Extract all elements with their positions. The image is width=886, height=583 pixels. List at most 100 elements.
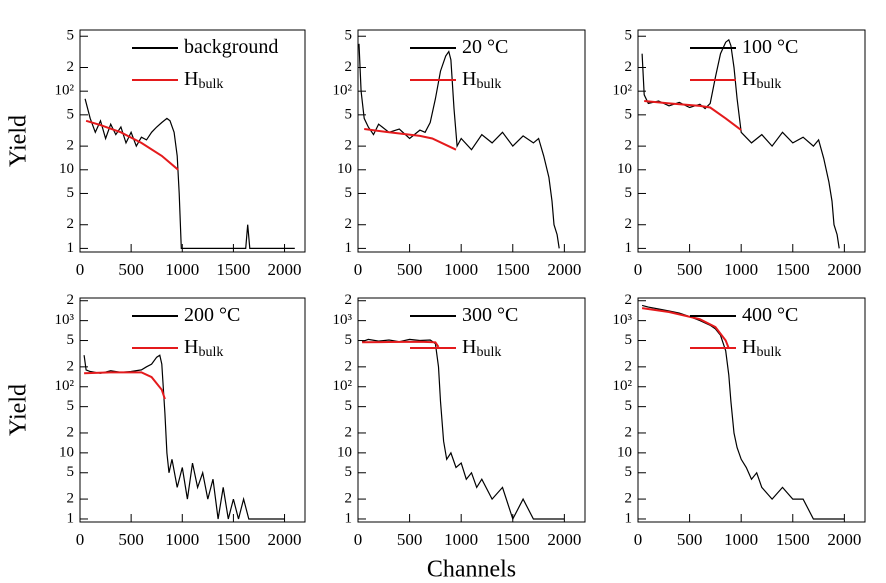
y-tick-label: 5: [67, 332, 75, 348]
x-tick-label: 500: [397, 530, 423, 549]
y-tick-label: 5: [345, 464, 353, 480]
legend-label: 20 °C: [462, 36, 508, 58]
legend-name: 200 °C: [184, 304, 240, 326]
y-tick-label: 5: [625, 464, 633, 480]
x-tick-label: 500: [397, 260, 423, 279]
y-tick-label: 10: [59, 444, 74, 460]
y-tick-label: 10²: [613, 378, 633, 394]
plot-frame: [357, 297, 586, 523]
y-tick-label: 5: [345, 398, 353, 414]
y-tick-label: 1: [345, 510, 353, 526]
y-tick-label: 10²: [333, 378, 353, 394]
legend-name: H: [462, 68, 476, 90]
panel: 1 2 5 10 2 5 10² 2 5 10³ 2 0 500 1000 1500 2000 300 °C Hb…: [333, 292, 586, 583]
legend-label: Hbulk: [184, 68, 223, 93]
series-line: [641, 38, 840, 249]
x-tick-label: 1000: [724, 530, 758, 549]
y-tick-label: 2: [625, 216, 633, 232]
y-tick-label: 10²: [333, 83, 353, 99]
legend-name: 400 °C: [742, 304, 798, 326]
legend-name: H: [742, 336, 756, 358]
series-group: [83, 354, 285, 520]
series-group: [641, 38, 840, 249]
legend-subscript: bulk: [476, 77, 501, 92]
legend-label: Hbulk: [462, 336, 501, 361]
y-tick-label: 5: [625, 398, 633, 414]
y-tick-label: 5: [625, 185, 633, 201]
y-tick-label: 2: [345, 358, 353, 374]
x-tick-label: 1000: [165, 530, 199, 549]
legend-subscript: bulk: [756, 345, 781, 360]
x-tick-label: 0: [634, 530, 643, 549]
legend-name: 300 °C: [462, 304, 518, 326]
y-tick-label: 2: [67, 59, 75, 75]
x-tick-label: 1500: [216, 260, 250, 279]
plot-frame: [79, 29, 306, 253]
y-tick-label: 2: [625, 358, 633, 374]
y-tick-label: 5: [67, 185, 75, 201]
x-tick-label: 2000: [547, 260, 581, 279]
x-tick-label: 1500: [776, 260, 810, 279]
x-tick-label: 1000: [444, 260, 478, 279]
y-tick-label: 1: [67, 240, 75, 256]
y-tick-label: 5: [67, 464, 75, 480]
y-tick-label: 10³: [333, 312, 353, 328]
x-tick-label: 0: [354, 530, 363, 549]
x-tick-label: 1000: [165, 260, 199, 279]
legend-name: background: [184, 36, 278, 58]
panel: 1 2 5 10 2 5 10² 2 5 0 500 1000 1500 2000 100 °C Hbulk: [613, 28, 866, 279]
y-tick-label: 2: [67, 138, 75, 154]
y-tick-label: 5: [345, 185, 353, 201]
y-tick-label: 10: [337, 444, 352, 460]
x-axis-label: Channels: [427, 557, 516, 583]
x-tick-label: 1000: [444, 530, 478, 549]
legend-name: 100 °C: [742, 36, 798, 58]
series-line: [362, 340, 440, 348]
y-tick-label: 10: [59, 161, 74, 177]
y-tick-label: 2: [67, 358, 75, 374]
series-group: [358, 43, 560, 249]
y-tick-label: 1: [345, 240, 353, 256]
y-tick-label: 2: [345, 138, 353, 154]
x-tick-label: 0: [354, 260, 363, 279]
y-tick-label: 10²: [55, 83, 75, 99]
y-tick-label: 10: [337, 161, 352, 177]
series-group: [84, 98, 295, 249]
plot-frame: [637, 297, 866, 523]
y-tick-label: 10: [617, 161, 632, 177]
series-line: [85, 119, 179, 171]
legend-name: H: [184, 336, 198, 358]
y-tick-label: 2: [67, 292, 75, 308]
series-line: [641, 307, 730, 349]
y-tick-label: 5: [67, 28, 75, 44]
panel: 1 2 5 10 2 5 10² 2 5 10³ 2 0 500 1000 1500 2000 400 °C Hb…: [613, 292, 866, 549]
plot-frame: [357, 29, 586, 253]
series-group: [361, 338, 565, 521]
x-tick-label: 0: [634, 260, 643, 279]
y-axis-label: Yield: [6, 115, 32, 167]
x-tick-label: 2000: [827, 530, 861, 549]
y-tick-label: 5: [625, 332, 633, 348]
y-tick-label: 10: [617, 444, 632, 460]
x-tick-label: 1500: [496, 260, 530, 279]
y-tick-label: 5: [345, 332, 353, 348]
x-tick-label: 1500: [776, 530, 810, 549]
y-tick-label: 5: [345, 106, 353, 122]
legend-subscript: bulk: [756, 77, 781, 92]
series-line: [358, 43, 560, 249]
legend-name: 20 °C: [462, 36, 508, 58]
panel: 1 2 5 10 2 5 10² 2 5 0 500 1000 1500 2000 background Hb…: [6, 28, 306, 279]
y-tick-label: 2: [625, 59, 633, 75]
legend-label: 300 °C: [462, 304, 518, 326]
plot-frame: [637, 29, 866, 253]
y-tick-label: 5: [67, 106, 75, 122]
panel: 1 2 5 10 2 5 10² 2 5 10³ 2 0 500 1000 1500 2000 200 °C Hb…: [6, 292, 306, 549]
x-tick-label: 2000: [268, 530, 302, 549]
legend-label: background: [184, 36, 278, 58]
x-tick-label: 2000: [547, 530, 581, 549]
x-tick-label: 1000: [724, 260, 758, 279]
y-tick-label: 2: [625, 138, 633, 154]
x-tick-label: 500: [677, 260, 703, 279]
legend-name: H: [462, 336, 476, 358]
x-tick-label: 1500: [216, 530, 250, 549]
